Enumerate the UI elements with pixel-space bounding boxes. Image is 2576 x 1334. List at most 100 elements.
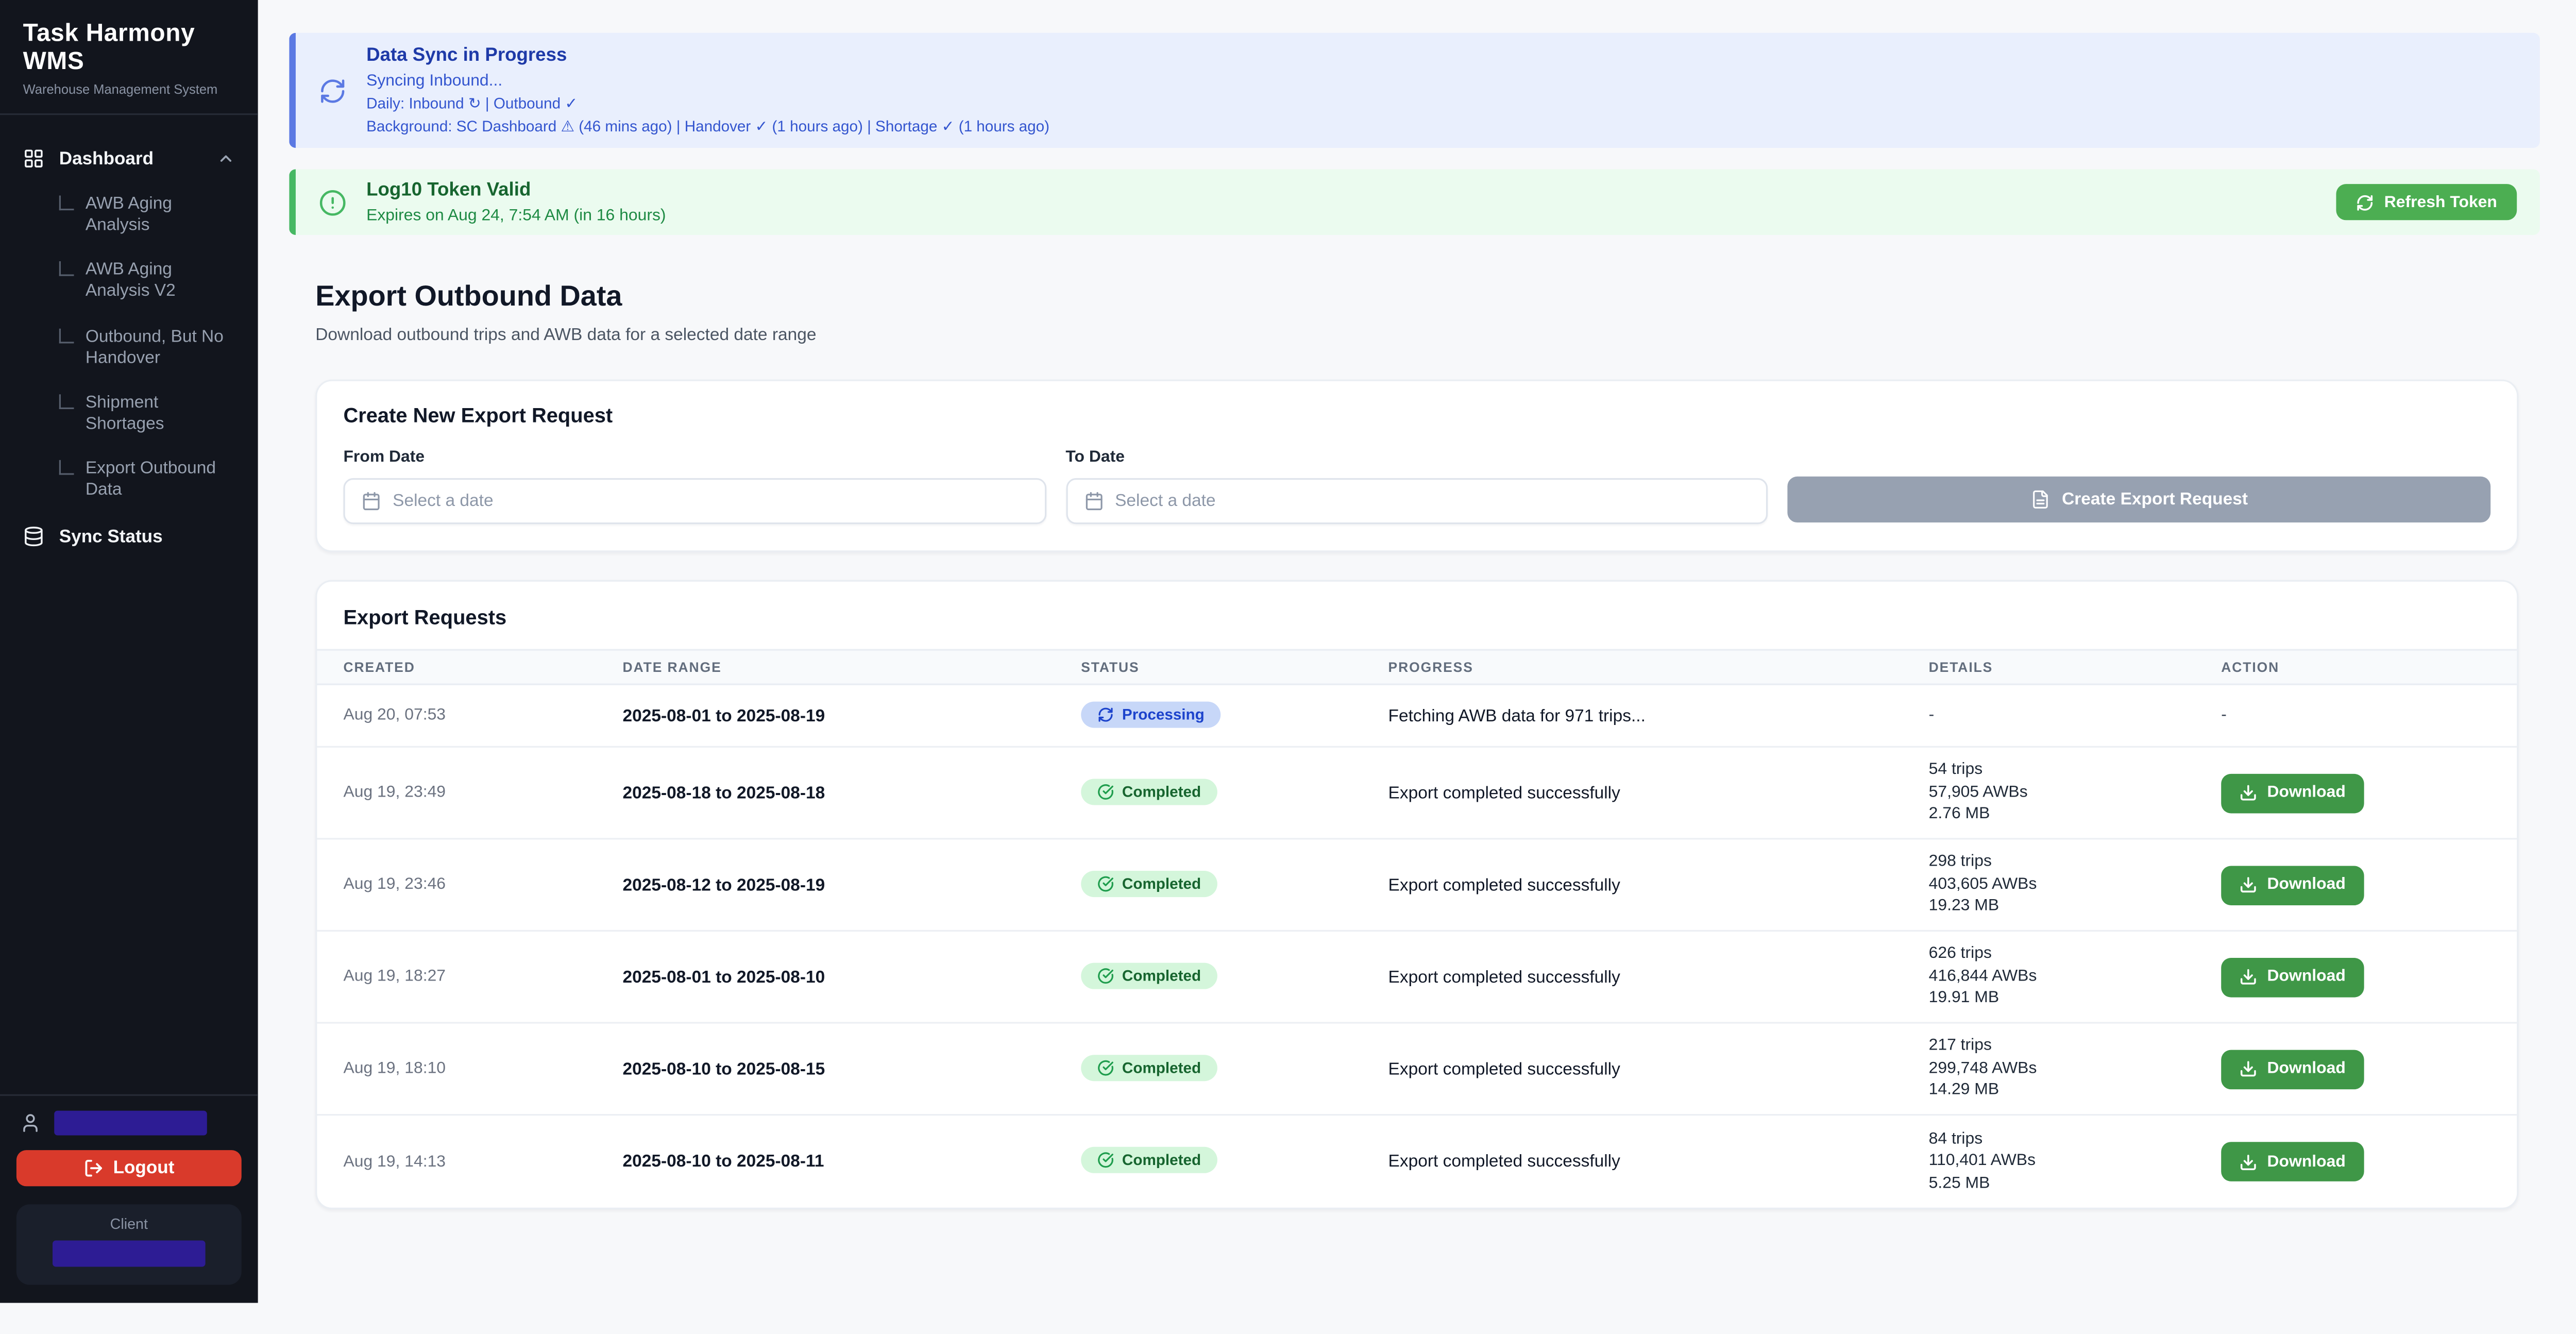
status-label: Completed: [1122, 1059, 1201, 1076]
details-size: 14.29 MB: [1928, 1082, 1999, 1100]
to-date-field: To Date Select a date: [1065, 449, 1769, 525]
page-subtitle: Download outbound trips and AWB data for…: [315, 325, 817, 345]
token-title: Log10 Token Valid: [366, 180, 531, 200]
details-size: 5.25 MB: [1928, 1174, 1990, 1193]
sidebar-item-export-outbound-data[interactable]: Export Outbound Data: [59, 447, 245, 513]
main-content: Data Sync in Progress Syncing Inbound...…: [258, 0, 2576, 1303]
data-sync-current: Syncing Inbound...: [366, 71, 503, 90]
create-export-heading: Create New Export Request: [343, 404, 613, 428]
cell-status: Completed: [1081, 962, 1388, 991]
tree-connector-icon: [59, 261, 74, 277]
download-icon: [2240, 785, 2256, 801]
app-window: Task Harmony WMS Warehouse Management Sy…: [0, 0, 2576, 1303]
cell-date-range: 2025-08-01 to 2025-08-19: [622, 705, 825, 725]
table-row: Aug 19, 18:10 2025-08-10 to 2025-08-15 C…: [317, 1024, 2517, 1116]
create-export-request-label: Create Export Request: [2062, 489, 2248, 510]
page-title: Export Outbound Data: [315, 279, 622, 312]
user-icon: [23, 1114, 38, 1132]
check-circle-icon: [1098, 783, 1113, 799]
sidebar: Task Harmony WMS Warehouse Management Sy…: [0, 0, 258, 1303]
to-date-placeholder: Select a date: [1115, 491, 1216, 511]
refresh-token-button[interactable]: Refresh Token: [2336, 184, 2517, 221]
cell-status: Processing: [1081, 701, 1388, 730]
download-button[interactable]: Download: [2221, 773, 2364, 813]
cell-status: Completed: [1081, 1146, 1388, 1176]
details-awbs: 57,905 AWBs: [1928, 783, 2028, 802]
from-date-field: From Date Select a date: [343, 449, 1046, 525]
tree-connector-icon: [59, 460, 74, 475]
download-label: Download: [2267, 1059, 2346, 1078]
cell-details: -: [1928, 706, 1935, 725]
sidebar-item-sync-status[interactable]: Sync Status: [13, 513, 245, 561]
from-date-input[interactable]: Select a date: [343, 478, 1046, 525]
data-sync-banner: Data Sync in Progress Syncing Inbound...…: [289, 32, 2540, 148]
cell-details: 54 trips 57,905 AWBs 2.76 MB: [1929, 759, 2222, 826]
column-header-action: ACTION: [2221, 658, 2280, 676]
cell-progress: Export completed successfully: [1388, 967, 1620, 987]
redacted-client-name: [53, 1240, 206, 1267]
client-panel: Client: [16, 1204, 242, 1285]
details-awbs: 416,844 AWBs: [1928, 967, 2037, 986]
check-circle-icon: [1098, 1059, 1113, 1075]
app-subtitle: Warehouse Management System: [23, 82, 218, 97]
export-form: From Date Select a date To Date Select a…: [343, 449, 2491, 525]
cell-action: -: [2221, 706, 2227, 725]
cell-created: Aug 19, 23:49: [343, 784, 446, 802]
status-badge-completed: Completed: [1081, 778, 1218, 804]
token-expiry: Expires on Aug 24, 7:54 AM (in 16 hours): [366, 206, 666, 225]
cell-details: 84 trips 110,401 AWBs 5.25 MB: [1929, 1128, 2222, 1195]
token-banner: Log10 Token Valid Expires on Aug 24, 7:5…: [289, 169, 2540, 235]
chevron-up-icon: [220, 155, 232, 162]
column-header-details: DETAILS: [1928, 658, 1993, 676]
table-row: Aug 19, 23:46 2025-08-12 to 2025-08-19 C…: [317, 839, 2517, 932]
cell-status: Completed: [1081, 1054, 1388, 1084]
sidebar-item-dashboard[interactable]: Dashboard: [13, 134, 245, 182]
create-export-request-button[interactable]: Create Export Request: [1788, 476, 2491, 523]
cell-created: Aug 19, 14:13: [343, 1152, 446, 1171]
details-size: 19.23 MB: [1928, 897, 1999, 916]
download-button[interactable]: Download: [2221, 1049, 2364, 1089]
sidebar-item-outbound-but-no-handover[interactable]: Outbound, But No Handover: [59, 315, 245, 381]
column-header-status: STATUS: [1081, 658, 1140, 676]
download-label: Download: [2267, 784, 2346, 802]
check-circle-icon: [1098, 875, 1113, 891]
details-trips: 84 trips: [1928, 1130, 1983, 1149]
details-trips: 217 trips: [1928, 1037, 1992, 1055]
download-button[interactable]: Download: [2221, 1142, 2364, 1181]
details-trips: 626 trips: [1928, 945, 1992, 964]
check-circle-icon: [1098, 1152, 1113, 1168]
column-header-progress: PROGRESS: [1388, 658, 1473, 676]
export-requests-card: Export Requests CREATED DATE RANGE STATU…: [315, 580, 2519, 1209]
sidebar-item-awb-aging-analysis[interactable]: AWB Aging Analysis: [59, 182, 245, 248]
status-label: Completed: [1122, 967, 1201, 984]
column-header-date-range: DATE RANGE: [622, 658, 722, 676]
to-date-input[interactable]: Select a date: [1065, 478, 1769, 525]
logout-button[interactable]: Logout: [16, 1150, 242, 1187]
details-size: 19.91 MB: [1928, 989, 1999, 1008]
status-badge-completed: Completed: [1081, 962, 1218, 989]
sync-icon: [321, 78, 345, 102]
cell-status: Completed: [1081, 778, 1388, 807]
check-circle-icon: [1098, 967, 1113, 983]
refresh-token-label: Refresh Token: [2384, 193, 2497, 211]
sidebar-item-label: Shipment Shortages: [85, 392, 164, 434]
download-button[interactable]: Download: [2221, 957, 2364, 997]
details-awbs: 299,748 AWBs: [1928, 1059, 2037, 1078]
sidebar-footer: Logout Client: [0, 1094, 258, 1303]
dashboard-grid-icon: [25, 149, 43, 167]
sidebar-item-label: AWB Aging Analysis: [85, 194, 172, 235]
table-row: Aug 19, 23:49 2025-08-18 to 2025-08-18 C…: [317, 748, 2517, 840]
banner-stack: Data Sync in Progress Syncing Inbound...…: [258, 0, 2576, 235]
download-icon: [2240, 1154, 2256, 1170]
cell-created: Aug 19, 23:46: [343, 875, 446, 894]
cell-created: Aug 19, 18:10: [343, 1059, 446, 1078]
cell-date-range: 2025-08-10 to 2025-08-11: [622, 1152, 824, 1172]
logout-label: Logout: [113, 1158, 175, 1178]
download-button[interactable]: Download: [2221, 865, 2364, 905]
sidebar-item-awb-aging-analysis-v2[interactable]: AWB Aging Analysis V2: [59, 248, 245, 314]
app-title: Task Harmony WMS: [23, 20, 195, 76]
sidebar-item-shipment-shortages[interactable]: Shipment Shortages: [59, 381, 245, 447]
details-size: 2.76 MB: [1928, 805, 1990, 824]
cell-action: Download: [2221, 1142, 2517, 1181]
create-export-card: Create New Export Request From Date Sele…: [315, 379, 2519, 552]
